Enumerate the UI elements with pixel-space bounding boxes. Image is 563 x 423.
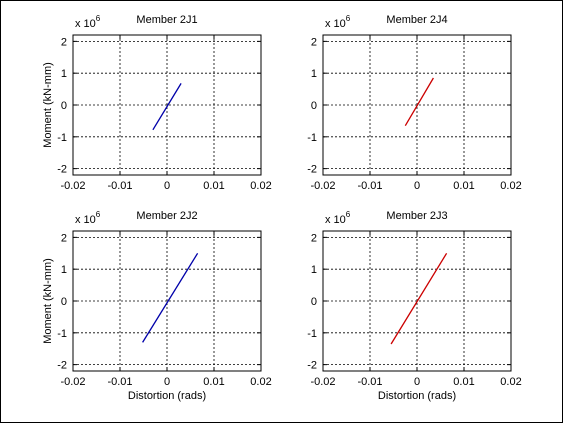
y-axis-multiplier: x 106 [325, 210, 351, 226]
y-tick-label: -1 [307, 328, 317, 340]
x-axis-label: Distortion (rads) [128, 390, 206, 402]
subplot-title: Member 2J4 [386, 14, 447, 26]
x-tick-label: -0.02 [310, 376, 335, 388]
subplot-4: -0.02 -0.01 0 0.01 0.02 2 1 0 -1 -2 x 106 Member 2J… [307, 210, 521, 402]
x-tick-label: 0.01 [203, 180, 224, 192]
series-line [152, 83, 182, 131]
subplot-2: -0.02 -0.01 0 0.01 0.02 2 1 0 -1 -2 x 106 Member 2J… [307, 14, 521, 192]
y-tick-label: 0 [61, 296, 67, 308]
x-tick-label: -0.02 [60, 376, 85, 388]
series-line [404, 77, 434, 127]
x-tick-label: -0.02 [60, 180, 85, 192]
y-tick-label: 0 [311, 100, 317, 112]
x-tick-label: 0.02 [250, 376, 271, 388]
y-tick-label: 1 [61, 68, 67, 80]
x-tick-label: 0.01 [453, 180, 474, 192]
multiplier-exponent: 6 [346, 210, 351, 219]
y-axis-multiplier: x 106 [75, 14, 101, 30]
y-tick-label: 2 [61, 232, 67, 244]
multiplier-exponent: 6 [346, 14, 351, 23]
y-axis-label: Moment (kN-mm) [42, 258, 54, 344]
y-tick-label: -2 [307, 164, 317, 176]
multiplier-base: x 10 [75, 214, 96, 226]
y-tick-label: 2 [311, 36, 317, 48]
series-line [142, 252, 199, 343]
x-tick-label: 0.01 [203, 376, 224, 388]
series-line [390, 252, 448, 345]
axes-border [72, 34, 262, 176]
y-tick-label: -1 [57, 132, 67, 144]
y-tick-label: -2 [307, 360, 317, 372]
y-tick-label: -1 [57, 328, 67, 340]
x-tick-label: 0 [414, 180, 420, 192]
multiplier-exponent: 6 [96, 210, 101, 219]
y-tick-label: 0 [311, 296, 317, 308]
x-tick-label: 0.02 [500, 376, 521, 388]
x-tick-label: 0 [164, 376, 170, 388]
y-tick-label: -2 [57, 360, 67, 372]
x-tick-label: 0.02 [500, 180, 521, 192]
y-axis-multiplier: x 106 [325, 14, 351, 30]
y-tick-label: -2 [57, 164, 67, 176]
subplot-title: Member 2J1 [136, 14, 197, 26]
y-tick-label: 1 [311, 264, 317, 276]
x-tick-label: -0.02 [310, 180, 335, 192]
y-tick-label: 1 [61, 264, 67, 276]
x-tick-label: 0.02 [250, 180, 271, 192]
x-tick-label: 0 [414, 376, 420, 388]
multiplier-base: x 10 [325, 214, 346, 226]
x-tick-label: -0.01 [107, 376, 132, 388]
subplot-title: Member 2J3 [386, 210, 447, 222]
multiplier-exponent: 6 [96, 14, 101, 23]
x-tick-label: 0.01 [453, 376, 474, 388]
x-tick-label: -0.01 [357, 180, 382, 192]
axes-border [322, 230, 512, 372]
subplot-3: -0.02 -0.01 0 0.01 0.02 2 1 0 -1 -2 x 106 Member 2J… [42, 210, 272, 402]
multiplier-base: x 10 [325, 18, 346, 30]
multiplier-base: x 10 [75, 18, 96, 30]
y-tick-label: 2 [61, 36, 67, 48]
y-axis-multiplier: x 106 [75, 210, 101, 226]
subplot-1: -0.02 -0.01 0 0.01 0.02 2 1 0 -1 -2 x 106 Member 2J… [42, 14, 272, 192]
x-tick-label: -0.01 [357, 376, 382, 388]
y-tick-label: -1 [307, 132, 317, 144]
y-tick-label: 2 [311, 232, 317, 244]
y-tick-label: 0 [61, 100, 67, 112]
x-tick-label: 0 [164, 180, 170, 192]
axes-border [322, 34, 512, 176]
x-tick-label: -0.01 [107, 180, 132, 192]
y-tick-label: 1 [311, 68, 317, 80]
x-axis-label: Distortion (rads) [378, 390, 456, 402]
axes-border [72, 230, 262, 372]
subplot-title: Member 2J2 [136, 210, 197, 222]
y-axis-label: Moment (kN-mm) [42, 62, 54, 148]
